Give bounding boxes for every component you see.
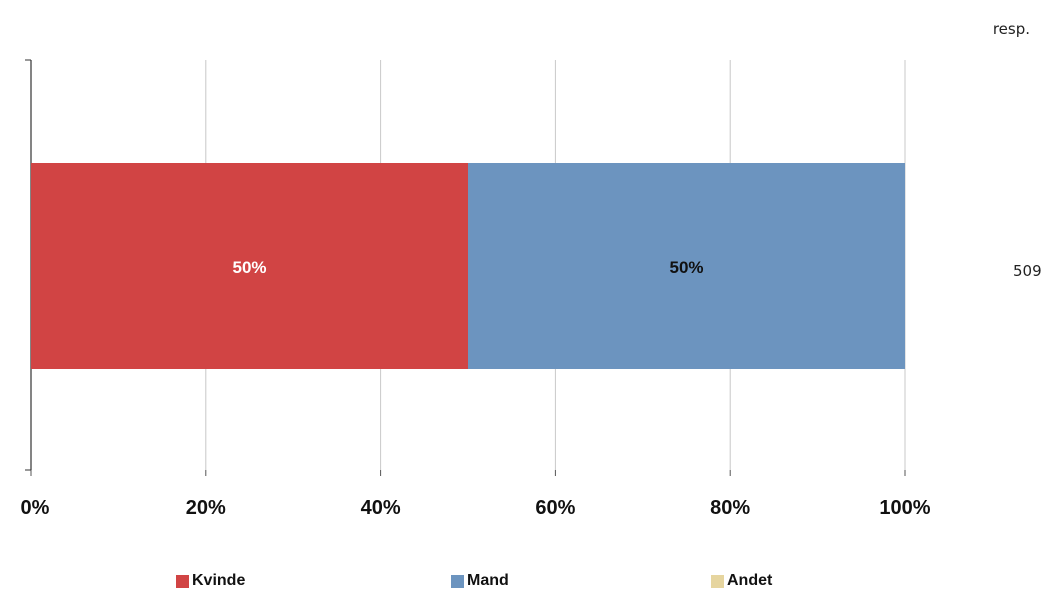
bar-segment-kvinde bbox=[31, 163, 468, 369]
data-label-mand: 50% bbox=[669, 258, 703, 277]
bar-segment-mand bbox=[468, 163, 905, 369]
legend-swatch-mand bbox=[451, 574, 464, 588]
legend-label-andet: Andet bbox=[727, 572, 773, 589]
legend-label-kvinde: Kvinde bbox=[192, 572, 246, 589]
legend-item-andet: Andet bbox=[711, 572, 772, 590]
x-tick-label: 60% bbox=[535, 497, 575, 519]
legend-swatch-andet bbox=[711, 574, 724, 588]
legend-swatch-kvinde bbox=[176, 574, 189, 588]
x-tick-label: 80% bbox=[710, 497, 750, 519]
x-tick-label: 40% bbox=[361, 497, 401, 519]
respondents-header: resp. bbox=[992, 20, 1030, 38]
chart-legend: Kvinde Mand Andet bbox=[0, 572, 1044, 592]
x-tick-label: 0% bbox=[21, 497, 50, 519]
data-label-kvinde: 50% bbox=[232, 258, 266, 277]
x-tick-label: 100% bbox=[879, 497, 930, 519]
x-tick-label: 20% bbox=[186, 497, 226, 519]
legend-item-mand: Mand bbox=[451, 572, 509, 590]
legend-item-kvinde: Kvinde bbox=[176, 572, 245, 590]
legend-label-mand: Mand bbox=[467, 572, 509, 589]
respondents-count: 509 bbox=[1013, 262, 1042, 280]
